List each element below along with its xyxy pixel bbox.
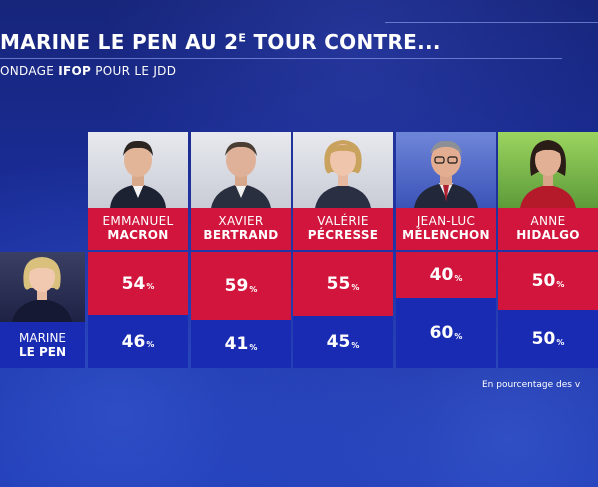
pecresse-photo [293,132,393,208]
lepen-portrait-icon [12,257,72,322]
candidate-column-bertrand: XAVIER BERTRAND [191,132,291,250]
decorative-line-top [385,22,598,23]
bar-pecresse-candidate: 55% [293,252,393,316]
pecresse-portrait-icon [315,140,371,208]
bar-bertrand: 59% 41% [191,252,291,368]
bar-melenchon: 40% 60% [396,252,496,368]
hidalgo-photo [498,132,598,208]
opponent-name-lepen: MARINE LE PEN [0,322,85,368]
bar-hidalgo: 50% 50% [498,252,598,368]
pollster-name: IFOP [58,64,92,78]
bar-pecresse-lepen: 45% [293,316,393,368]
value-label-macron-candidate: 54 [121,273,146,294]
candidate-column-pecresse: VALÉRIE PÉCRESSE [293,132,393,250]
candidate-column-macron: EMMANUEL MACRON [88,132,188,250]
candidate-name-melenchon: JEAN-LUC MÉLENCHON [396,208,496,250]
value-label-bertrand-lepen: 41 [224,334,249,354]
value-label-bertrand-candidate: 59 [224,276,249,296]
value-label-melenchon-lepen: 60 [429,323,454,343]
bar-macron-candidate: 54% [88,252,188,315]
bar-melenchon-candidate: 40% [396,252,496,298]
hidalgo-portrait-icon [520,140,576,208]
candidate-name-macron: EMMANUEL MACRON [88,208,188,250]
bar-hidalgo-candidate: 50% [498,252,598,310]
chart-title: MARINE LE PEN AU 2E TOUR CONTRE... [0,30,441,54]
macron-photo [88,132,188,208]
value-label-macron-lepen: 46 [121,331,146,352]
bar-macron: 54% 46% [88,252,188,368]
bertrand-portrait-icon [211,141,271,208]
value-label-hidalgo-lepen: 50 [531,329,556,349]
value-label-pecresse-candidate: 55 [326,274,351,294]
bar-macron-lepen: 46% [88,315,188,368]
decorative-line-under-title [0,58,562,59]
value-label-pecresse-lepen: 45 [326,332,351,352]
bertrand-photo [191,132,291,208]
chart-subtitle: ONDAGE IFOP POUR LE JDD [0,64,177,78]
bar-bertrand-lepen: 41% [191,320,291,368]
value-label-melenchon-candidate: 40 [429,265,454,285]
melenchon-portrait-icon [414,140,478,208]
footnote: En pourcentage des v [482,380,581,390]
macron-portrait-icon [110,140,166,208]
bar-melenchon-lepen: 60% [396,298,496,368]
candidate-column-melenchon: JEAN-LUC MÉLENCHON [396,132,496,250]
bar-pecresse: 55% 45% [293,252,393,368]
melenchon-photo [396,132,496,208]
candidate-name-hidalgo: ANNE HIDALGO [498,208,598,250]
candidate-name-bertrand: XAVIER BERTRAND [191,208,291,250]
candidate-column-hidalgo: ANNE HIDALGO [498,132,598,250]
bar-bertrand-candidate: 59% [191,252,291,320]
candidate-name-pecresse: VALÉRIE PÉCRESSE [293,208,393,250]
value-label-hidalgo-candidate: 50 [531,271,556,291]
bar-hidalgo-lepen: 50% [498,310,598,368]
lepen-photo [0,252,85,322]
